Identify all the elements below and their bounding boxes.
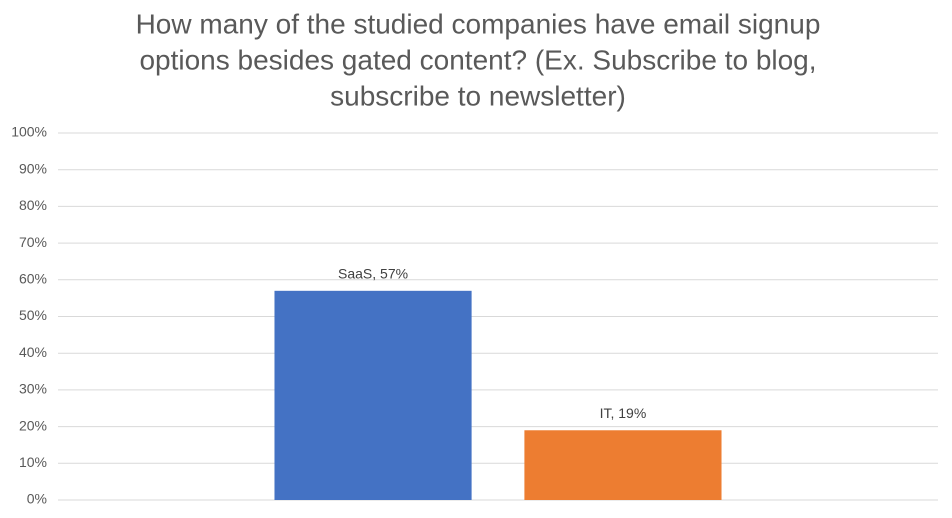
- y-tick-label: 70%: [19, 234, 47, 250]
- y-tick-label: 0%: [27, 491, 47, 507]
- y-tick-label: 50%: [19, 307, 47, 323]
- y-tick-label: 40%: [19, 344, 47, 360]
- y-tick-label: 10%: [19, 454, 47, 470]
- chart-title: options besides gated content? (Ex. Subs…: [139, 44, 816, 75]
- chart-title: subscribe to newsletter): [330, 80, 626, 111]
- chart-title: How many of the studied companies have e…: [136, 8, 821, 39]
- y-tick-label: 20%: [19, 417, 47, 433]
- y-tick-label: 90%: [19, 160, 47, 176]
- y-tick-label: 100%: [11, 124, 47, 140]
- y-tick-label: 60%: [19, 271, 47, 287]
- y-tick-label: 80%: [19, 197, 47, 213]
- bar: [274, 290, 472, 500]
- bar: [524, 430, 722, 500]
- data-label: SaaS, 57%: [338, 266, 408, 282]
- data-label: IT, 19%: [600, 405, 647, 421]
- y-tick-label: 30%: [19, 381, 47, 397]
